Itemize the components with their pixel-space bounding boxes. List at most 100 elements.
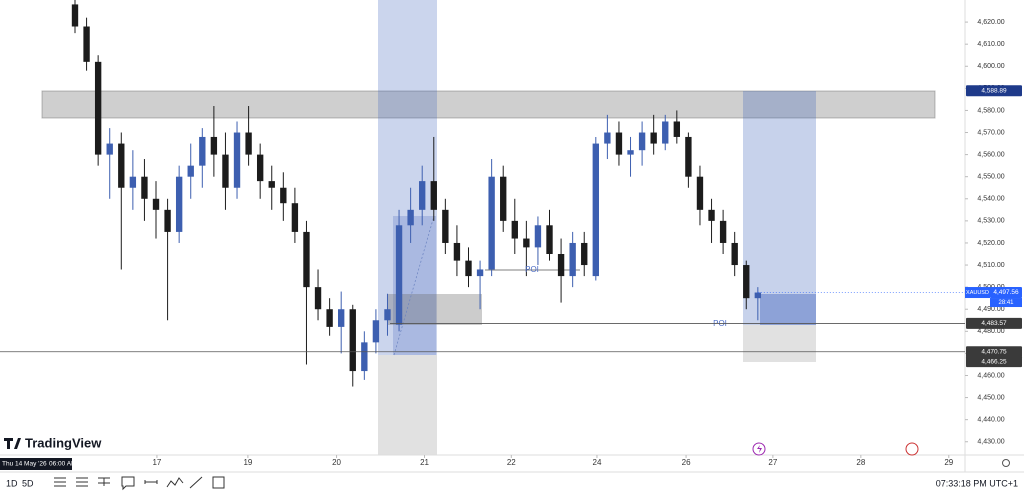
- x-tick-label: 19: [243, 458, 252, 467]
- candle-body: [673, 121, 681, 137]
- y-tick-label: 4,480.00: [977, 328, 1004, 335]
- candle-body: [650, 132, 657, 144]
- candle-body: [187, 165, 194, 177]
- stop-zone: [743, 325, 816, 362]
- tool-icons: [54, 476, 225, 491]
- candle-body: [546, 225, 553, 255]
- candle-body: [361, 342, 368, 372]
- candle-body: [349, 309, 356, 372]
- x-tick-label: 20: [332, 458, 341, 467]
- candle-body: [152, 198, 160, 210]
- candle-body: [71, 4, 79, 27]
- candle-body: [245, 132, 252, 155]
- y-tick-label: 4,490.00: [977, 306, 1004, 313]
- candle-body: [465, 260, 472, 277]
- plot: [71, 0, 762, 387]
- candle-body: [615, 132, 623, 155]
- candle-body: [743, 265, 750, 299]
- candle-body: [592, 143, 599, 277]
- crosshair-label-box: [0, 458, 72, 470]
- price-tag: [966, 317, 1022, 329]
- y-tick-label: 4,580.00: [977, 107, 1004, 114]
- candle-body: [604, 132, 611, 144]
- candle-body: [569, 242, 576, 277]
- entry-zone: [760, 294, 816, 325]
- tool-icon[interactable]: [212, 476, 225, 489]
- candle-body: [175, 176, 183, 232]
- brand-logo: TradingView: [4, 435, 102, 450]
- tool-icon[interactable]: [121, 476, 135, 491]
- y-tick-label: 4,430.00: [977, 439, 1004, 446]
- tool-icon[interactable]: [54, 477, 66, 487]
- candle-body: [199, 136, 206, 166]
- candle-body: [210, 136, 218, 155]
- x-tick-label: 26: [682, 458, 691, 467]
- candle-body: [638, 132, 646, 151]
- price-tag: [966, 356, 1022, 368]
- candle-body: [338, 309, 345, 327]
- candle-body: [106, 143, 113, 155]
- candle-body: [280, 187, 287, 204]
- tool-icon[interactable]: [76, 477, 88, 487]
- candle-body: [118, 143, 125, 188]
- candle-body: [557, 254, 565, 277]
- range-button[interactable]: 1D: [6, 478, 18, 488]
- price-tag-label: 4,466.25: [981, 358, 1007, 365]
- candle-body: [476, 269, 484, 277]
- y-tick-label: 4,510.00: [977, 262, 1004, 269]
- tool-icon[interactable]: [189, 476, 203, 489]
- y-tick-label: 4,460.00: [977, 372, 1004, 379]
- price-tag-label: 4,483.57: [981, 320, 1007, 327]
- candle-body: [141, 176, 148, 199]
- price-tag: [990, 287, 1022, 299]
- x-tick-label: 27: [768, 458, 777, 467]
- session-zone-low: [378, 355, 437, 455]
- countdown-label: 28:41: [998, 300, 1014, 306]
- x-tick-label: 24: [593, 458, 602, 467]
- candle-body: [314, 287, 322, 310]
- x-tick-label: 29: [944, 458, 953, 467]
- tool-icon[interactable]: [166, 477, 184, 488]
- tool-icon[interactable]: [98, 477, 110, 486]
- brand-name: TradingView: [25, 435, 102, 450]
- candle-body: [303, 231, 310, 288]
- price-tag: [966, 346, 1022, 358]
- event-icon[interactable]: [752, 442, 766, 456]
- candle-body: [407, 209, 414, 226]
- y-tick-label: 4,610.00: [977, 41, 1004, 48]
- candle-body: [685, 136, 692, 177]
- symbol-tag-label: XAUUSD: [966, 290, 989, 296]
- x-tick-label: 21: [420, 458, 429, 467]
- price-tag-label: 4,497.56: [993, 289, 1019, 296]
- candle-body: [581, 242, 588, 266]
- y-tick-label: 4,570.00: [977, 129, 1004, 136]
- candle-body: [719, 220, 727, 243]
- settings-icon[interactable]: [1002, 459, 1010, 467]
- tool-icon[interactable]: [144, 480, 158, 484]
- annotation: POI: [525, 265, 539, 274]
- x-tick-label: 28: [856, 458, 865, 467]
- crosshair-date: Thu 14 May '26: [2, 461, 47, 468]
- candle-body: [488, 176, 495, 270]
- x-tick-label: 17: [152, 458, 161, 467]
- y-tick-label: 4,530.00: [977, 218, 1004, 225]
- y-tick-label: 4,520.00: [977, 240, 1004, 247]
- x-tick-label: 22: [507, 458, 516, 467]
- y-tick-label: 4,440.00: [977, 417, 1004, 424]
- candle-body: [419, 181, 426, 210]
- order-block: [388, 294, 482, 325]
- trend-line: [393, 215, 435, 356]
- flag-icon[interactable]: [905, 442, 919, 456]
- range-button[interactable]: 5D: [22, 478, 34, 488]
- y-tick-label: 4,550.00: [977, 174, 1004, 181]
- candle-body: [222, 154, 229, 188]
- candle-body: [233, 132, 241, 188]
- candle-body: [534, 225, 542, 248]
- crosshair-time: 06:00 AM: [49, 461, 76, 468]
- event-icon-glyph: [757, 445, 762, 453]
- y-tick-label: 4,450.00: [977, 394, 1004, 401]
- candle-body: [731, 242, 738, 266]
- candle-body: [662, 121, 669, 144]
